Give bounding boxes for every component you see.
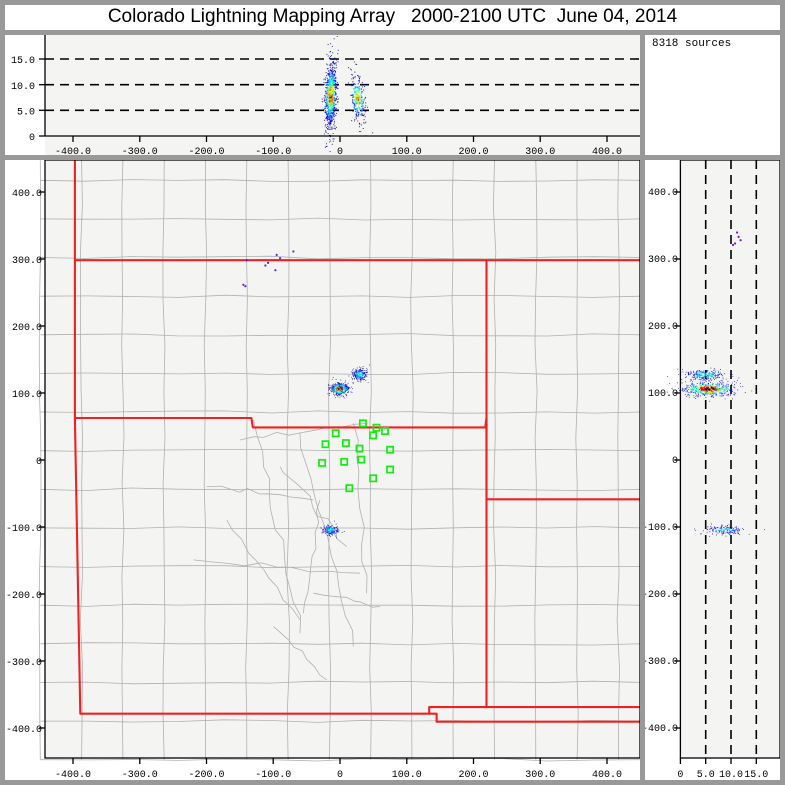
svg-text:15.0: 15.0 (744, 770, 768, 780)
svg-text:300.0: 300.0 (12, 256, 42, 267)
svg-text:5.0: 5.0 (697, 770, 715, 780)
svg-text:0: 0 (337, 147, 343, 155)
svg-text:-300.0: -300.0 (645, 657, 678, 668)
svg-text:200.0: 200.0 (12, 323, 42, 334)
svg-text:-100.0: -100.0 (255, 770, 291, 780)
svg-text:-400.0: -400.0 (55, 147, 91, 155)
svg-text:10.0: 10.0 (719, 770, 743, 780)
svg-text:-100.0: -100.0 (6, 524, 42, 535)
svg-text:-200.0: -200.0 (645, 590, 678, 601)
svg-text:100.0: 100.0 (392, 147, 422, 155)
svg-text:200.0: 200.0 (458, 147, 488, 155)
svg-text:-300.0: -300.0 (122, 770, 158, 780)
svg-text:-400.0: -400.0 (6, 725, 42, 736)
svg-text:0: 0 (36, 457, 42, 468)
svg-text:5.0: 5.0 (17, 108, 35, 119)
svg-text:10.0: 10.0 (11, 82, 35, 93)
svg-text:300.0: 300.0 (648, 255, 678, 266)
svg-text:-200.0: -200.0 (6, 591, 42, 602)
svg-text:-400.0: -400.0 (645, 724, 678, 735)
svg-text:0: 0 (672, 456, 678, 467)
svg-text:100.0: 100.0 (648, 389, 678, 400)
svg-text:400.0: 400.0 (12, 189, 42, 200)
svg-text:100.0: 100.0 (392, 770, 422, 780)
svg-text:400.0: 400.0 (648, 188, 678, 199)
svg-text:300.0: 300.0 (525, 770, 555, 780)
svg-text:100.0: 100.0 (12, 390, 42, 401)
svg-text:-300.0: -300.0 (6, 658, 42, 669)
svg-text:-400.0: -400.0 (55, 770, 91, 780)
svg-text:-300.0: -300.0 (122, 147, 158, 155)
svg-text:0: 0 (677, 770, 683, 780)
svg-text:400.0: 400.0 (592, 770, 622, 780)
svg-text:200.0: 200.0 (458, 770, 488, 780)
svg-text:0: 0 (337, 770, 343, 780)
svg-text:0: 0 (29, 133, 35, 144)
svg-text:-200.0: -200.0 (188, 770, 224, 780)
svg-text:300.0: 300.0 (525, 147, 555, 155)
svg-text:400.0: 400.0 (592, 147, 622, 155)
svg-text:15.0: 15.0 (11, 56, 35, 67)
svg-text:-200.0: -200.0 (188, 147, 224, 155)
svg-text:-100.0: -100.0 (255, 147, 291, 155)
svg-text:-100.0: -100.0 (645, 523, 678, 534)
svg-text:200.0: 200.0 (648, 322, 678, 333)
